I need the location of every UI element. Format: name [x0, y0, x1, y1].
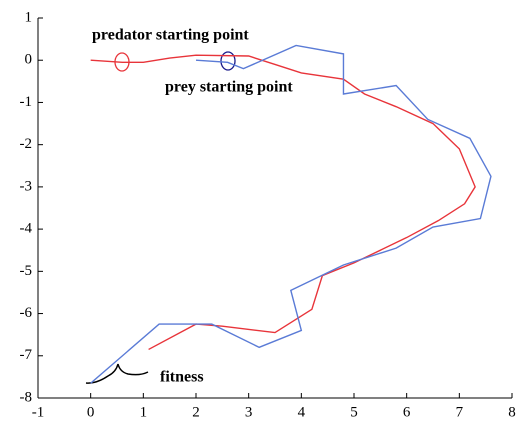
x-tick-label: 8: [508, 404, 516, 420]
fitness-brace: [85, 363, 149, 384]
y-tick-label: -4: [20, 221, 33, 237]
annotation: prey starting point: [165, 79, 293, 96]
y-tick-label: -2: [20, 136, 33, 152]
y-tick-label: 1: [25, 9, 33, 25]
x-tick-label: 1: [140, 404, 148, 420]
y-tick-label: -7: [20, 347, 33, 363]
prey-start-marker: [220, 51, 236, 71]
y-tick-label: -8: [20, 389, 33, 405]
x-tick-label: 6: [403, 404, 411, 420]
x-tick-label: 3: [245, 404, 253, 420]
y-tick-label: -6: [20, 305, 33, 321]
x-tick-label: 4: [298, 404, 306, 420]
y-tick-label: 0: [25, 52, 33, 68]
y-tick-label: -1: [20, 94, 33, 110]
annotation: fitness: [160, 369, 204, 386]
x-tick-label: 0: [87, 404, 95, 420]
series-line: [90, 54, 476, 351]
x-tick-label: 7: [456, 404, 464, 420]
x-tick-label: 2: [192, 404, 200, 420]
annotation: predator starting point: [92, 27, 249, 44]
x-tick-label: 5: [350, 404, 358, 420]
y-tick-label: -3: [20, 178, 33, 194]
series-line: [90, 44, 492, 384]
y-tick-label: -5: [20, 263, 33, 279]
x-tick-label: -1: [32, 404, 45, 420]
